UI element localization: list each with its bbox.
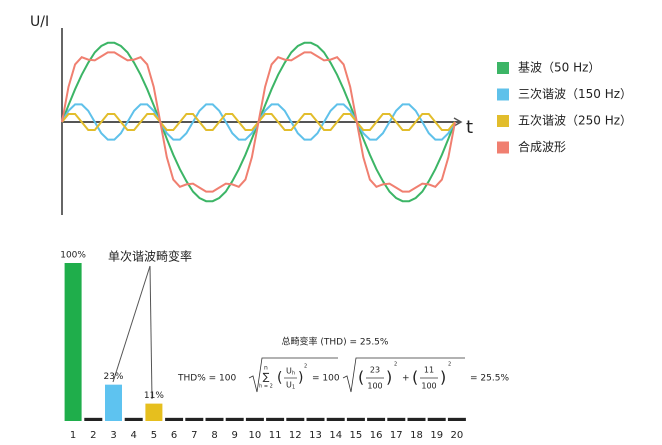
num-sub: h [292,371,295,377]
sum-top: n [264,365,268,372]
plus: + [402,374,410,384]
value-label: 23% [103,372,123,382]
t2-den: 100 [421,382,436,391]
value-label: 11% [144,391,164,401]
x-tick-label: 4 [131,430,137,441]
x-tick-label: 2 [90,430,96,441]
x-tick-label: 19 [430,430,443,441]
x-tick-label: 16 [370,430,383,441]
legend-label: 五次谐波（250 Hz） [518,114,632,128]
bar [407,417,426,421]
paren: ( [412,368,418,387]
annotation-line [112,265,151,383]
x-tick-label: 5 [151,430,157,441]
bar [84,417,103,421]
t1-den: 100 [367,382,382,391]
legend-swatch [497,62,509,74]
power: 2 [448,362,451,368]
formula: 总畸变率 (THD) = 25.5% THD% = 100 n ∑ h = 2 … [177,336,509,393]
bar [145,403,163,421]
bar [266,417,285,421]
bar [286,417,305,421]
paren: ) [440,368,446,387]
bar [105,384,122,421]
power: 2 [304,364,307,370]
bar [447,417,466,421]
value-label: 100% [60,251,86,261]
bar [124,417,143,421]
x-axis-arrow [453,117,463,127]
bar [306,417,325,421]
x-tick-label: 18 [410,430,423,441]
x-tick-label: 10 [249,430,262,441]
bar [185,417,204,421]
num: U [286,367,292,376]
x-tick-label: 15 [350,430,363,441]
bar [225,417,244,421]
sqrt-sign [342,357,465,393]
legend-label: 三次谐波（150 Hz） [518,87,632,101]
x-tick-label: 8 [211,430,217,441]
bar [346,417,365,421]
paren: ) [298,370,303,386]
annotation: 单次谐波畸变率 [108,249,192,264]
x-tick-label: 7 [191,430,197,441]
x-tick-label: 3 [110,430,116,441]
den: U [286,381,292,390]
bar [427,417,446,421]
thd-line: 总畸变率 (THD) = 25.5% [282,336,389,348]
bar [64,263,82,421]
x-tick-label: 17 [390,430,403,441]
formula-result: = 25.5% [470,374,509,384]
power: 2 [394,362,397,368]
legend-label: 合成波形 [518,139,566,154]
paren: ( [277,370,282,386]
paren: ) [386,368,392,387]
sum-bottom: h = 2 [259,384,273,390]
bar [205,417,224,421]
series-line [61,51,456,193]
formula-mid: = 100 [312,374,340,384]
x-tick-label: 12 [289,430,302,441]
formula-lhs: THD% = 100 [177,374,236,384]
legend-swatch [497,141,509,154]
annotation-line [149,265,153,400]
x-axis-label: t [466,117,473,138]
x-tick-label: 20 [451,430,464,441]
t2-num: 11 [424,366,434,375]
legend-swatch [497,88,509,101]
y-axis-label: U/I [30,14,49,30]
bar [387,417,406,421]
den-sub: 1 [292,385,295,391]
x-tick-label: 1 [70,430,76,441]
x-tick-label: 9 [232,430,238,441]
x-tick-label: 11 [269,430,282,441]
sum: ∑ [263,372,270,383]
legend-label: 基波（50 Hz） [518,61,600,75]
x-tick-label: 13 [309,430,322,441]
bar [326,417,345,421]
bar [245,417,264,421]
bar [165,417,184,421]
t1-num: 23 [370,366,380,375]
bar [367,417,386,421]
sqrt-sign [248,357,338,393]
x-tick-label: 6 [171,430,177,441]
x-tick-label: 14 [329,430,342,441]
paren: ( [358,368,364,387]
legend-swatch [497,115,509,127]
